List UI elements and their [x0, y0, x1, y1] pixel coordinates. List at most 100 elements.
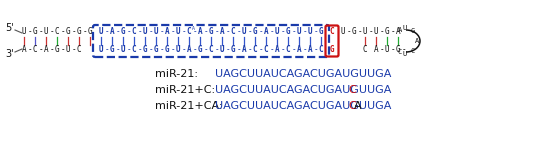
- Text: U: U: [274, 27, 279, 36]
- Text: UAGCUUAUCAGACUGAUGUUGA: UAGCUUAUCAGACUGAUGUUGA: [215, 85, 392, 95]
- Text: C: C: [411, 48, 415, 54]
- Text: -: -: [203, 45, 208, 54]
- Text: C: C: [263, 45, 268, 54]
- Text: U: U: [403, 25, 407, 31]
- Text: -: -: [357, 27, 362, 36]
- Text: -: -: [225, 27, 230, 36]
- Text: A: A: [263, 27, 268, 36]
- Text: -: -: [115, 45, 120, 54]
- Text: U: U: [362, 27, 367, 36]
- Text: -: -: [214, 27, 219, 36]
- Text: U: U: [98, 45, 103, 54]
- Text: U: U: [21, 27, 26, 36]
- Text: -: -: [280, 27, 285, 36]
- Text: -: -: [192, 27, 197, 36]
- Text: -: -: [280, 45, 285, 54]
- Text: C: C: [131, 27, 136, 36]
- Text: U: U: [384, 45, 389, 54]
- Text: C: C: [76, 45, 81, 54]
- Text: C: C: [348, 101, 356, 111]
- Text: 3': 3': [6, 49, 14, 59]
- Text: -: -: [181, 27, 186, 36]
- Text: U: U: [340, 27, 345, 36]
- Text: miR-21+C:: miR-21+C:: [155, 85, 215, 95]
- Text: -: -: [247, 27, 252, 36]
- Text: -: -: [115, 27, 120, 36]
- Text: -: -: [170, 45, 175, 54]
- Text: -: -: [137, 27, 142, 36]
- Text: G: G: [65, 27, 70, 36]
- Text: U: U: [175, 27, 180, 36]
- Text: -: -: [291, 27, 296, 36]
- Text: U: U: [98, 27, 103, 36]
- Text: -: -: [269, 45, 274, 54]
- Text: C: C: [32, 45, 37, 54]
- Text: U: U: [153, 27, 158, 36]
- Text: -: -: [247, 45, 252, 54]
- Text: 5': 5': [6, 23, 14, 33]
- Text: A: A: [109, 27, 114, 36]
- Text: G: G: [384, 27, 389, 36]
- Text: G: G: [395, 45, 400, 54]
- Text: G: G: [54, 45, 59, 54]
- Text: C: C: [329, 27, 334, 36]
- Text: G: G: [285, 27, 290, 36]
- Text: U: U: [43, 27, 48, 36]
- Text: -: -: [390, 45, 395, 54]
- Text: G: G: [208, 27, 213, 36]
- Text: A: A: [43, 45, 48, 54]
- Text: -: -: [313, 27, 318, 36]
- Text: C: C: [230, 27, 235, 36]
- Text: -: -: [71, 27, 76, 36]
- Text: A: A: [398, 27, 402, 33]
- Text: C: C: [398, 49, 402, 55]
- Text: G: G: [153, 45, 158, 54]
- Text: -: -: [60, 45, 65, 54]
- Text: -: -: [258, 45, 263, 54]
- Text: A: A: [241, 45, 246, 54]
- Text: -: -: [170, 27, 175, 36]
- Text: -: -: [379, 27, 384, 36]
- Text: G: G: [76, 27, 81, 36]
- Text: -: -: [49, 45, 54, 54]
- Text: U: U: [241, 27, 246, 36]
- Text: C: C: [252, 45, 257, 54]
- Text: A: A: [219, 27, 224, 36]
- Text: -: -: [258, 27, 263, 36]
- Text: C: C: [285, 45, 290, 54]
- Text: -: -: [236, 45, 241, 54]
- Text: A: A: [21, 45, 26, 54]
- Text: C: C: [54, 27, 59, 36]
- Text: G: G: [411, 28, 415, 34]
- Text: -: -: [148, 45, 153, 54]
- Text: G: G: [230, 45, 235, 54]
- Text: -: -: [27, 27, 32, 36]
- Text: -: -: [302, 45, 307, 54]
- Text: -: -: [49, 27, 54, 36]
- Text: miR-21:: miR-21:: [155, 69, 198, 79]
- Text: -: -: [401, 45, 406, 54]
- Text: C: C: [131, 45, 136, 54]
- Text: A: A: [307, 45, 312, 54]
- Text: U: U: [120, 45, 125, 54]
- Text: A: A: [395, 27, 400, 36]
- Text: G: G: [351, 27, 356, 36]
- Text: C: C: [208, 45, 213, 54]
- Text: -: -: [104, 27, 109, 36]
- Text: G: G: [197, 45, 202, 54]
- Text: G: G: [32, 27, 37, 36]
- Text: -: -: [236, 27, 241, 36]
- Text: -: -: [159, 45, 164, 54]
- Text: A: A: [274, 45, 279, 54]
- Text: -: -: [313, 45, 318, 54]
- Text: A: A: [191, 27, 195, 31]
- Text: A: A: [186, 45, 191, 54]
- Text: -: -: [38, 45, 43, 54]
- Text: UAGCUUAUCAGACUGAUGUUGA: UAGCUUAUCAGACUGAUGUUGA: [215, 101, 392, 111]
- Text: U: U: [403, 51, 407, 57]
- Text: G: G: [252, 27, 257, 36]
- Text: G: G: [142, 45, 147, 54]
- Text: U: U: [307, 27, 312, 36]
- Text: G: G: [329, 45, 334, 54]
- Text: U: U: [142, 27, 147, 36]
